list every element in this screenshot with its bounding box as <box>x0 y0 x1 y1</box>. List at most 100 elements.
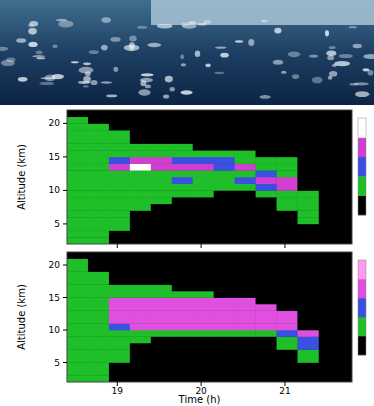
cell <box>256 224 277 231</box>
cell <box>130 157 151 164</box>
colorbar-frame <box>358 260 366 355</box>
cell <box>172 272 193 279</box>
cell <box>151 343 172 350</box>
cloud <box>235 40 243 42</box>
cell <box>172 123 193 130</box>
cell <box>235 197 256 204</box>
cell <box>130 170 151 177</box>
cloud <box>274 28 281 34</box>
cell <box>151 117 172 124</box>
cloud <box>140 80 146 86</box>
cell <box>130 130 151 137</box>
cell <box>214 324 235 331</box>
cell <box>193 237 214 244</box>
cell <box>67 330 88 337</box>
cell <box>109 291 130 298</box>
cell <box>172 369 193 376</box>
cell <box>88 204 109 211</box>
cell <box>88 298 109 305</box>
cell <box>109 265 130 272</box>
cloud <box>6 57 15 62</box>
x-tick <box>117 244 118 248</box>
cell <box>214 330 235 337</box>
cell <box>88 265 109 272</box>
plot-background <box>67 110 352 244</box>
cell <box>256 278 277 285</box>
cloud <box>32 55 45 57</box>
cell <box>172 137 193 144</box>
cell <box>193 363 214 370</box>
cell <box>235 130 256 137</box>
cell <box>130 311 151 318</box>
cell <box>298 291 319 298</box>
cell <box>214 211 235 218</box>
cloud <box>165 76 173 83</box>
cell <box>193 137 214 144</box>
cloud <box>39 82 54 85</box>
cell <box>256 304 277 311</box>
y-tick <box>63 156 67 157</box>
cell <box>109 197 130 204</box>
cell <box>256 265 277 272</box>
cell <box>298 204 319 211</box>
cell <box>67 237 88 244</box>
cell <box>256 204 277 211</box>
cells <box>67 252 319 382</box>
cell <box>235 265 256 272</box>
cell <box>256 211 277 218</box>
colorbar-segment <box>358 260 366 279</box>
cell <box>256 170 277 177</box>
cloud <box>18 77 27 82</box>
cell <box>172 259 193 266</box>
cell <box>193 157 214 164</box>
cell <box>172 197 193 204</box>
cell <box>214 224 235 231</box>
cell <box>151 278 172 285</box>
cloud <box>141 73 154 76</box>
cell <box>193 376 214 383</box>
cell <box>151 272 172 279</box>
cell <box>109 298 130 305</box>
cell <box>67 291 88 298</box>
cell <box>298 224 319 231</box>
cell <box>277 330 298 337</box>
cell <box>67 117 88 124</box>
cell <box>172 291 193 298</box>
cell <box>256 311 277 318</box>
cell <box>172 117 193 124</box>
cloud <box>157 24 173 29</box>
cloud <box>110 37 120 42</box>
cell <box>235 298 256 305</box>
cell <box>172 204 193 211</box>
cell <box>298 272 319 279</box>
cell <box>277 311 298 318</box>
cloud <box>248 39 254 46</box>
cell <box>298 311 319 318</box>
cell <box>88 117 109 124</box>
cell <box>130 304 151 311</box>
cell <box>298 330 319 337</box>
cell <box>67 317 88 324</box>
cell <box>214 376 235 383</box>
cell <box>172 231 193 238</box>
cell <box>172 343 193 350</box>
cell <box>214 197 235 204</box>
cell <box>130 350 151 357</box>
cell <box>277 324 298 331</box>
cell <box>256 252 277 259</box>
cell <box>109 330 130 337</box>
cloud <box>138 89 150 95</box>
cloud <box>180 90 192 94</box>
cell <box>235 150 256 157</box>
cell <box>298 170 319 177</box>
cell <box>151 304 172 311</box>
cell <box>67 197 88 204</box>
cell <box>67 369 88 376</box>
cell <box>235 211 256 218</box>
cell <box>172 217 193 224</box>
cell <box>298 110 319 117</box>
cloud <box>147 43 161 47</box>
cell <box>88 164 109 171</box>
cell <box>298 343 319 350</box>
cell <box>214 363 235 370</box>
